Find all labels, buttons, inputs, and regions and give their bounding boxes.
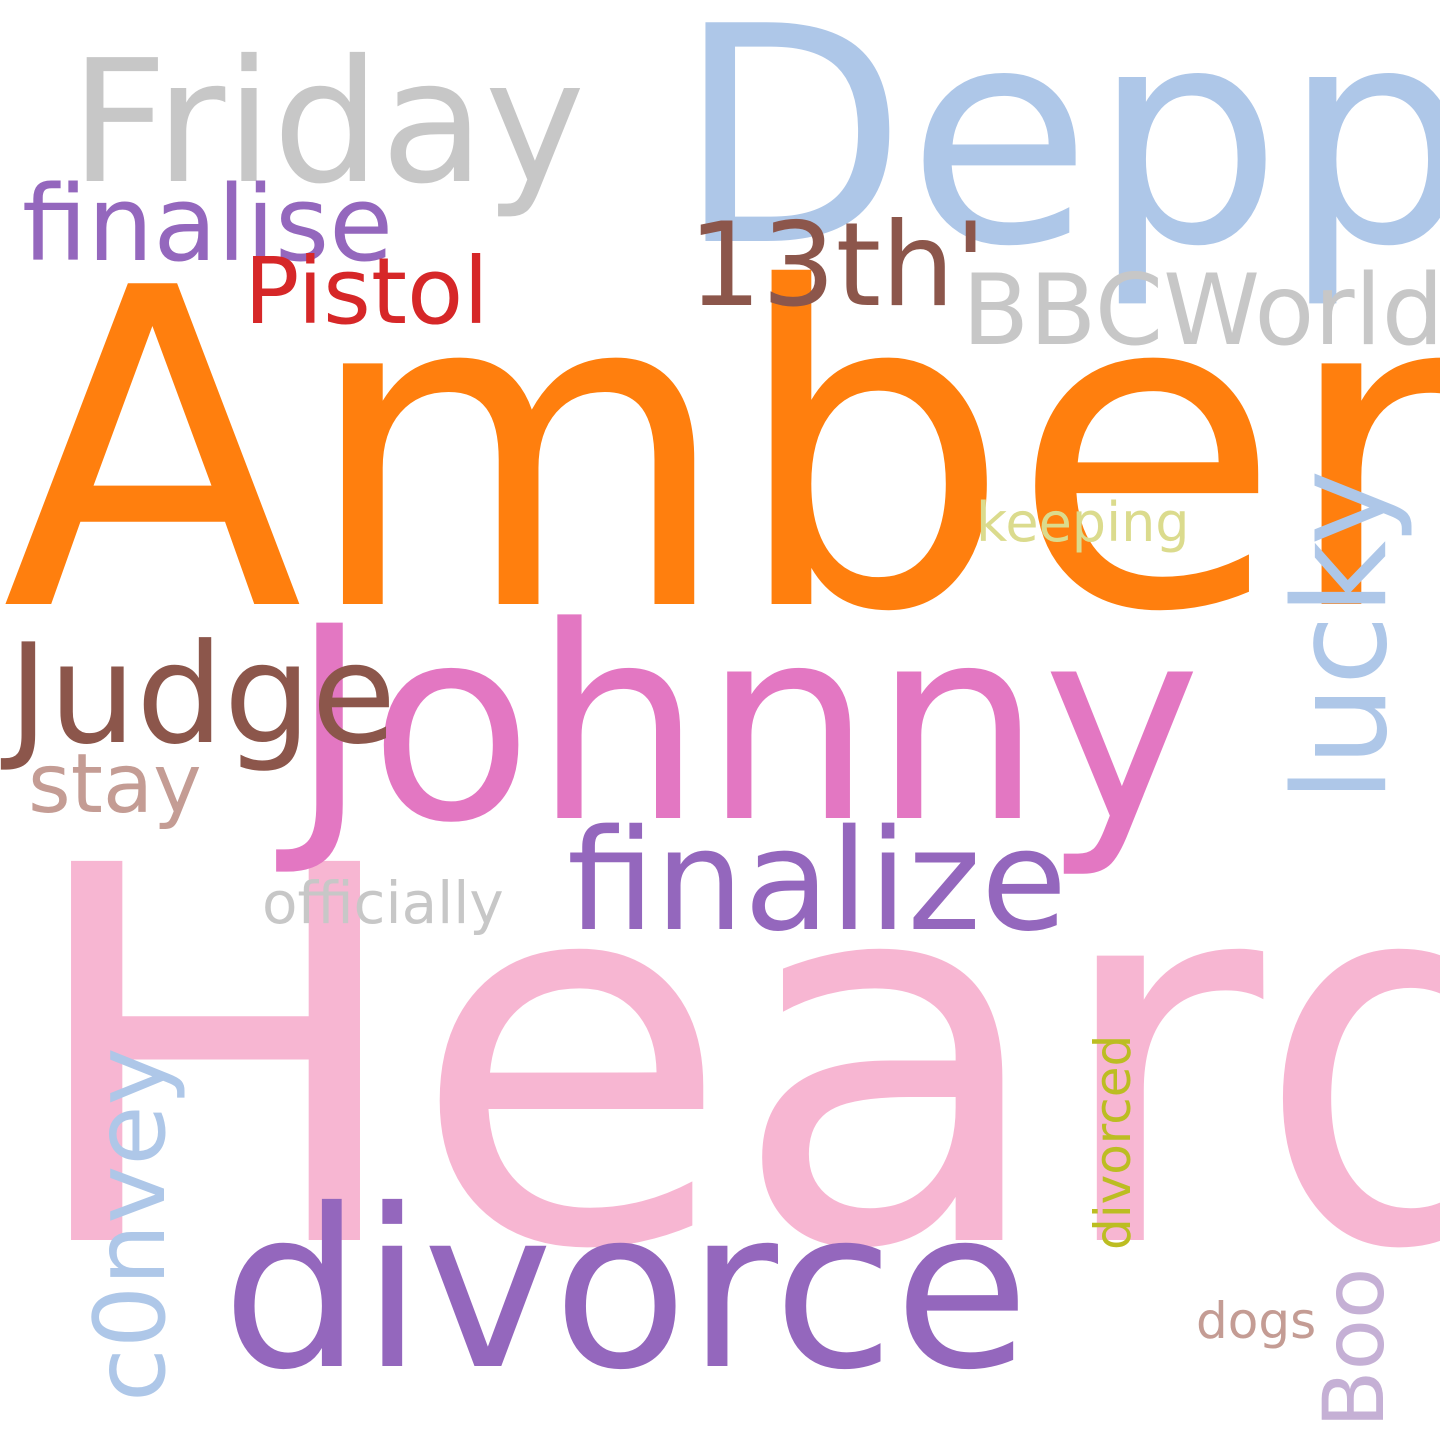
word-boo: Boo [1305,1267,1403,1428]
word-judge: Judge [8,614,397,775]
word-lucky: lucky [1267,469,1416,802]
word-pistol: Pistol [244,238,489,345]
word-finalize: finalize [567,800,1068,963]
word-officially: officially [262,869,504,937]
word-friday: Friday [70,24,586,222]
word-13th: 13th' [688,198,987,333]
word-amber: Amber [2,196,1440,708]
word-stay: stay [28,737,202,832]
word-divorced: divorced [1084,1034,1142,1250]
word-divorce: divorce [222,1162,1030,1418]
word-depp: Depp [676,0,1440,312]
word-c0nvey: c0nvey [74,1047,188,1402]
word-finalise: finalise [22,163,394,285]
word-keeping: keeping [976,491,1190,554]
word-dogs: dogs [1196,1292,1317,1350]
word-bbcworld: BBCWorld [962,254,1440,368]
word-heard: Heard [20,757,1440,1363]
word-johnny: Johnny [290,570,1202,882]
